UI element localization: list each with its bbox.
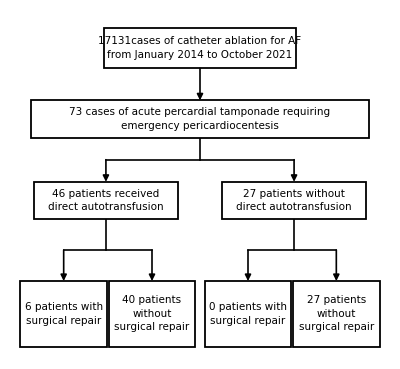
Text: 40 patients
without
surgical repair: 40 patients without surgical repair (114, 295, 190, 332)
FancyBboxPatch shape (20, 281, 107, 346)
Text: 6 patients with
surgical repair: 6 patients with surgical repair (25, 302, 103, 325)
Text: 0 patients with
surgical repair: 0 patients with surgical repair (209, 302, 287, 325)
FancyBboxPatch shape (104, 28, 296, 69)
Text: 46 patients received
direct autotransfusion: 46 patients received direct autotransfus… (48, 189, 164, 212)
FancyBboxPatch shape (222, 182, 366, 219)
FancyBboxPatch shape (205, 281, 291, 346)
Text: 17131cases of catheter ablation for AF
from January 2014 to October 2021: 17131cases of catheter ablation for AF f… (98, 36, 302, 60)
FancyBboxPatch shape (34, 182, 178, 219)
FancyBboxPatch shape (31, 100, 369, 138)
Text: 27 patients without
direct autotransfusion: 27 patients without direct autotransfusi… (236, 189, 352, 212)
Text: 73 cases of acute percardial tamponade requiring
emergency pericardiocentesis: 73 cases of acute percardial tamponade r… (70, 107, 330, 131)
Text: 27 patients
without
surgical repair: 27 patients without surgical repair (299, 295, 374, 332)
FancyBboxPatch shape (293, 281, 380, 346)
FancyBboxPatch shape (109, 281, 195, 346)
